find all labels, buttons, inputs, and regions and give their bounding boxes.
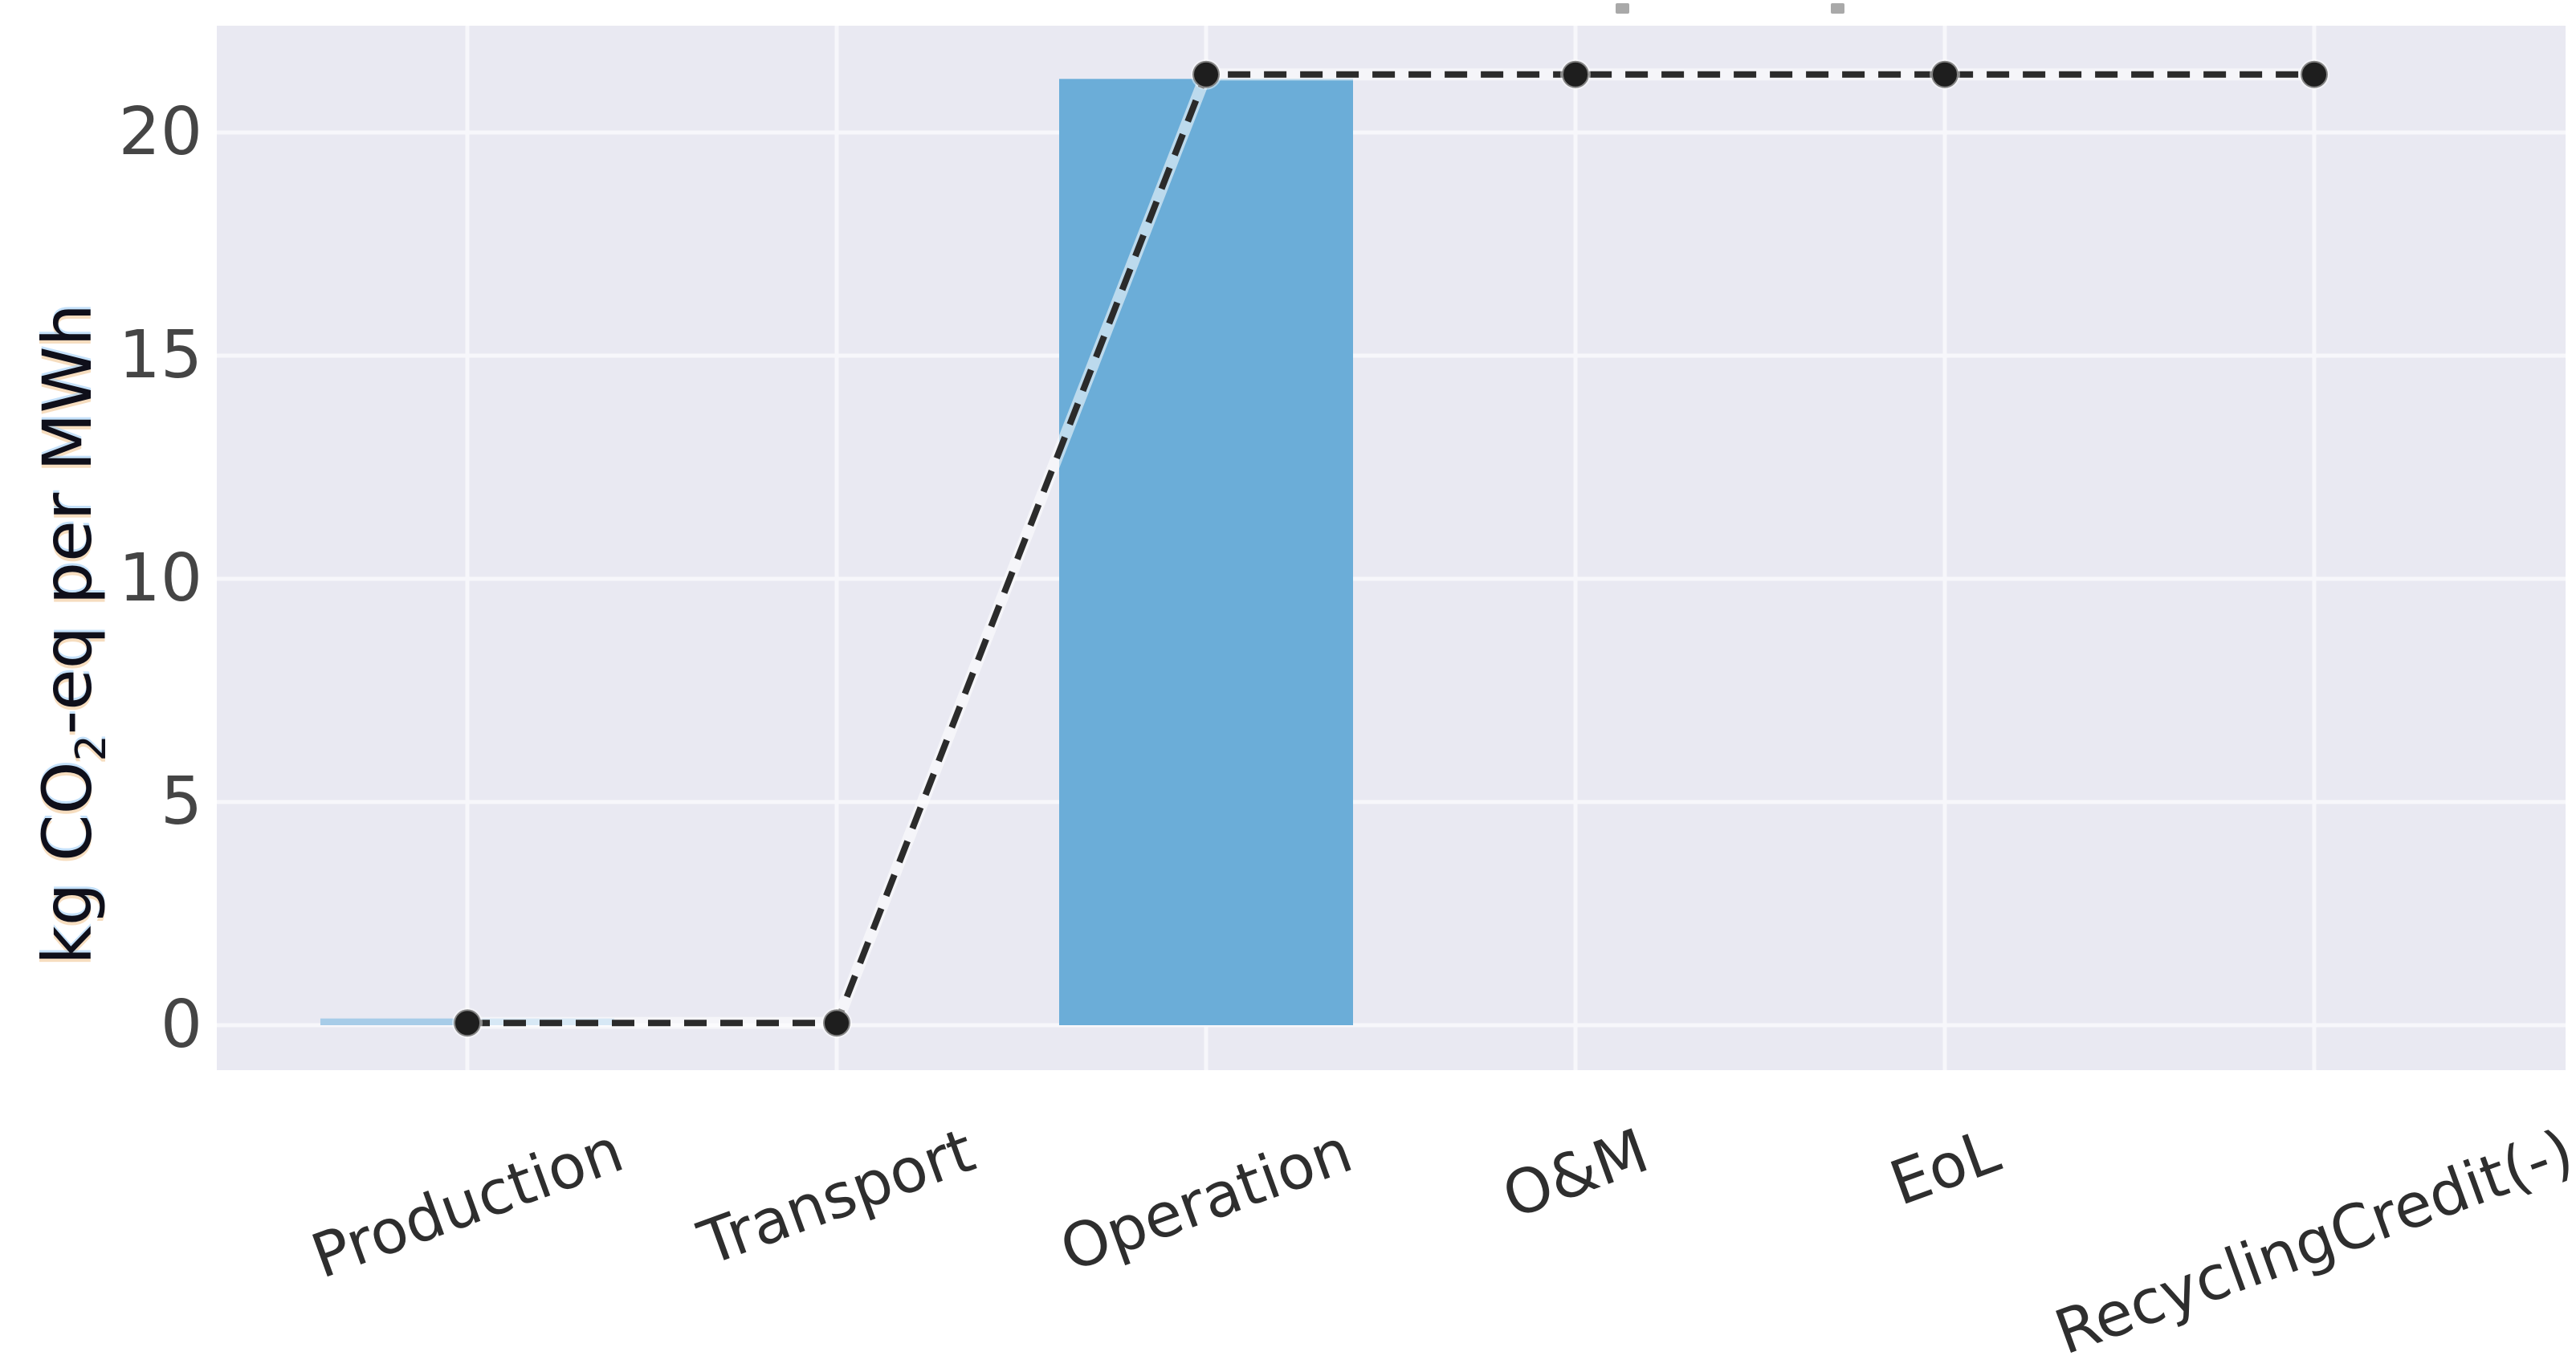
y-axis-label: kg CO2-eq per MWh [28, 303, 116, 965]
y-tick-label: 5 [160, 763, 202, 840]
cumulative-marker [1191, 59, 1221, 90]
cumulative-marker [1560, 59, 1591, 90]
y-tick-label: 0 [160, 987, 202, 1063]
cumulative-marker [1930, 59, 1960, 90]
artifact-mark [1831, 3, 1844, 14]
y-axis-label-subscript: 2 [67, 735, 116, 762]
cumulative-marker [452, 1008, 483, 1039]
cumulative-marker [821, 1008, 852, 1039]
cumulative-marker [2299, 59, 2329, 90]
operation-bar [1059, 79, 1353, 1025]
plot-area-background [217, 26, 2566, 1070]
y-tick-label: 10 [118, 540, 202, 617]
y-tick-label: 15 [118, 317, 202, 393]
cumulative-line [467, 71, 2314, 1027]
y-tick-label: 20 [118, 94, 202, 170]
artifact-mark [1616, 3, 1629, 14]
